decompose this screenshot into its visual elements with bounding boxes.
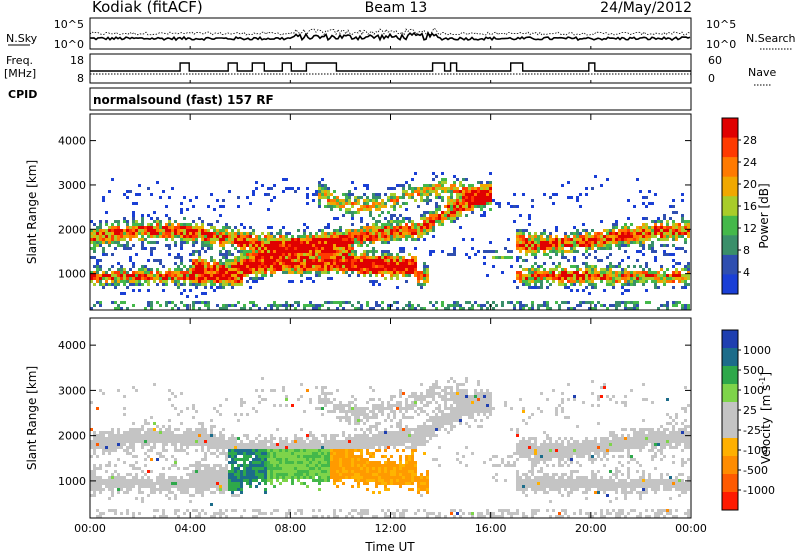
station-title: Kodiak (fitACF) [92, 0, 203, 16]
date-title: 24/May/2012 [600, 0, 692, 16]
colorbar-tick-label: 16 [743, 200, 757, 213]
x-tick-label: 16:00 [475, 522, 507, 535]
colorbar-tick-label: 25 [743, 404, 757, 417]
y-tick-label: 4000 [58, 339, 86, 352]
nsky-panel-frame [89, 17, 692, 50]
colorbar-tick-label: 500 [743, 364, 764, 377]
velocity-heatmap [90, 377, 690, 518]
velocity-colorbar-name: Velocity [759, 417, 773, 464]
nave-tick-top: 60 [708, 54, 722, 67]
y-tick-label: 1000 [58, 475, 86, 488]
colorbar-tick-label: 100 [743, 384, 764, 397]
power-colorbar-label: Power [dB] [757, 183, 771, 248]
velocity-colorbar-close: ] [759, 372, 773, 377]
colorbar-tick-label: -500 [743, 464, 768, 477]
velocity-colorbar-unit: [m s [759, 385, 773, 411]
x-tick-label: 00:00 [74, 522, 106, 535]
freq-unit-label: [MHz] [4, 67, 36, 80]
power-ylabel: Slant Range [km] [25, 160, 39, 264]
nsearch-label: N.Search [746, 32, 796, 45]
y-tick-label: 2000 [58, 223, 86, 236]
colorbar-tick-label: -25 [743, 424, 761, 437]
colorbar-tick-label: 1000 [743, 344, 771, 357]
beam-title: Beam 13 [365, 0, 428, 16]
nave-tick-bottom: 0 [708, 72, 715, 85]
power-heatmap [90, 172, 690, 310]
nsky-tick-top: 10^5 [54, 18, 84, 31]
x-axis-title: Time UT [364, 540, 415, 554]
x-tick-label: 08:00 [274, 522, 306, 535]
colorbar-tick-label: 28 [743, 134, 757, 147]
x-tick-label: 04:00 [174, 522, 206, 535]
x-tick-label: 20:00 [575, 522, 607, 535]
nsearch-tick-top: 10^5 [706, 18, 736, 31]
freq-tick-top: 18 [70, 54, 84, 67]
colorbar-tick-label: 12 [743, 222, 757, 235]
x-tick-label: 12:00 [375, 522, 407, 535]
cpid-label: CPID [8, 88, 37, 101]
colorbar-tick-label: 24 [743, 156, 757, 169]
colorbar-tick-label: 8 [743, 244, 750, 257]
velocity-colorbar-exp: -1 [758, 377, 767, 385]
y-tick-label: 3000 [58, 384, 86, 397]
y-tick-label: 3000 [58, 179, 86, 192]
velocity-colorbar-label: Velocity [m s-1] [758, 372, 773, 464]
velocity-axes: 1000 2000 3000 4000 00:00 04:00 08:00 12:00 16:0… [58, 318, 707, 535]
velocity-ylabel: Slant Range [km] [25, 366, 39, 470]
nsearch-tick-bottom: 10^0 [706, 38, 736, 51]
freq-tick-bottom: 8 [77, 72, 84, 85]
cpid-panel-frame [89, 87, 692, 111]
velocity-colorbar: 1000 500 100 25 -25 -100 -500 -1000 [721, 329, 775, 511]
y-tick-label: 1000 [58, 268, 86, 281]
colorbar-tick-label: 20 [743, 178, 757, 191]
nsky-series [89, 27, 692, 49]
power-colorbar: 4 8 12 16 20 24 28 [721, 117, 757, 295]
cpid-text: normalsound (fast) 157 RF [93, 93, 274, 107]
colorbar-tick-label: -100 [743, 444, 768, 457]
colorbar-tick-label: 4 [743, 266, 750, 279]
nsky-label: N.Sky [6, 32, 38, 45]
freq-label: Freq. [6, 54, 33, 67]
freq-series [89, 62, 692, 83]
y-tick-label: 2000 [58, 430, 86, 443]
colorbar-tick-label: -1000 [743, 484, 775, 497]
power-axes: 1000 2000 3000 4000 [58, 114, 692, 310]
x-tick-label: 00:00 [675, 522, 707, 535]
nsky-tick-bottom: 10^0 [54, 38, 84, 51]
y-tick-label: 4000 [58, 135, 86, 148]
nave-label: Nave [748, 66, 776, 79]
